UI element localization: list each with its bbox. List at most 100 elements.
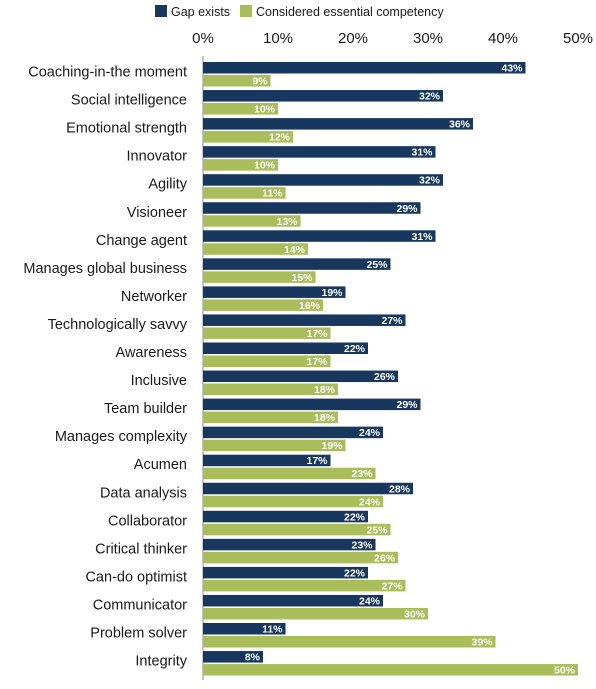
data-label: 28% — [389, 483, 411, 495]
x-tick-label: 0% — [192, 30, 214, 47]
data-label: 36% — [449, 119, 471, 131]
category-label: Emotional strength — [66, 121, 187, 137]
bar-essential-competency — [203, 159, 278, 171]
bar-essential-competency — [203, 636, 496, 648]
data-label: 13% — [276, 216, 298, 228]
data-label: 25% — [366, 524, 388, 536]
bar-gap-exists — [203, 146, 436, 158]
data-label: 19% — [321, 440, 343, 452]
category-label: Data analysis — [100, 485, 187, 501]
data-label: 18% — [314, 384, 336, 396]
bar-gap-exists — [203, 314, 406, 326]
data-label: 23% — [351, 468, 373, 480]
bar-essential-competency — [203, 187, 286, 199]
data-label: 11% — [262, 188, 283, 200]
data-label: 12% — [269, 132, 291, 144]
category-label: Inclusive — [131, 373, 187, 389]
data-label: 31% — [411, 147, 433, 159]
data-label: 22% — [344, 343, 366, 355]
bar-gap-exists — [203, 594, 383, 607]
data-label: 29% — [396, 203, 418, 215]
category-label: Technologically savvy — [48, 317, 188, 333]
bar-gap-exists — [203, 258, 391, 270]
data-label: 24% — [359, 595, 381, 607]
legend: Gap exists Considered essential competenc… — [155, 5, 444, 19]
data-label: 11% — [262, 624, 283, 636]
bar-gap-exists — [203, 482, 413, 495]
data-label: 17% — [306, 455, 328, 467]
data-label: 23% — [351, 539, 373, 551]
bar-gap-exists — [203, 538, 376, 551]
bar-gap-exists — [203, 426, 383, 439]
bar-gap-exists — [203, 651, 263, 663]
category-label: Awareness — [116, 345, 187, 361]
bar-gap-exists — [203, 454, 331, 467]
data-label: 10% — [254, 104, 276, 116]
bar-essential-competency — [203, 411, 338, 424]
bar-gap-exists — [203, 286, 346, 298]
data-label: 15% — [291, 272, 313, 284]
data-label: 32% — [419, 91, 441, 103]
x-axis-ticks: 0% 10% 20% 30% 40% 50% — [192, 30, 593, 47]
bar-gap-exists — [203, 566, 368, 579]
bar-essential-competency — [203, 243, 308, 255]
data-label: 31% — [411, 231, 433, 243]
data-label: 9% — [252, 76, 268, 88]
bar-essential-competency — [203, 299, 323, 311]
data-label: 17% — [306, 356, 328, 368]
data-label: 50% — [554, 665, 576, 677]
data-label: 22% — [344, 567, 366, 579]
data-label: 27% — [381, 580, 403, 592]
legend-label-2: Considered essential competency — [256, 5, 444, 19]
x-tick-label: 20% — [338, 30, 368, 47]
legend-swatch-1 — [155, 5, 167, 17]
bar-essential-competency — [203, 495, 383, 508]
bar-essential-competency — [203, 327, 331, 339]
category-labels: Coaching-in-the moment Social intelligenc… — [23, 65, 187, 670]
data-label: 19% — [321, 287, 343, 299]
category-label: Networker — [121, 289, 187, 305]
data-label: 25% — [366, 259, 388, 271]
data-label: 26% — [374, 552, 396, 564]
bar-essential-competency — [203, 131, 293, 143]
bar-essential-competency — [203, 439, 346, 452]
data-label: 24% — [359, 496, 381, 508]
data-label: 8% — [245, 652, 261, 664]
data-label: 16% — [299, 300, 321, 312]
category-label: Integrity — [135, 654, 187, 670]
data-label: 30% — [404, 608, 426, 620]
category-label: Acumen — [134, 457, 187, 473]
data-label: 26% — [374, 371, 396, 383]
data-label: 10% — [254, 160, 276, 172]
category-label: Agility — [148, 177, 187, 193]
data-label: 32% — [419, 175, 441, 187]
bar-essential-competency — [203, 607, 428, 620]
category-label: Innovator — [127, 149, 188, 165]
category-label: Collaborator — [108, 513, 187, 529]
data-label: 18% — [314, 412, 336, 424]
x-tick-label: 50% — [563, 30, 593, 47]
bar-gap-exists — [203, 62, 526, 74]
bar-essential-competency — [203, 467, 376, 480]
category-label: Change agent — [96, 233, 187, 249]
bar-essential-competency — [203, 355, 331, 367]
data-label: 27% — [381, 315, 403, 327]
category-label: Problem solver — [90, 626, 187, 642]
bar-gap-exists — [203, 202, 421, 214]
category-label: Communicator — [93, 597, 187, 613]
bars: 43% 9% 32% 10% 36% 12% 31% 10% 32% 11% 29% 13% 31% 14… — [203, 62, 578, 677]
bar-essential-competency — [203, 103, 278, 115]
bar-gap-exists — [203, 370, 398, 383]
bar-gap-exists — [203, 342, 368, 354]
bar-essential-competency — [203, 215, 301, 227]
bar-essential-competency — [203, 271, 316, 283]
data-label: 14% — [284, 244, 306, 256]
data-label: 22% — [344, 511, 366, 523]
bar-essential-competency — [203, 579, 406, 592]
data-label: 17% — [306, 328, 328, 340]
bar-essential-competency — [203, 75, 271, 87]
x-tick-label: 30% — [413, 30, 443, 47]
data-label: 39% — [471, 637, 493, 649]
category-label: Manages complexity — [55, 429, 188, 445]
category-label: Visioneer — [127, 205, 187, 221]
